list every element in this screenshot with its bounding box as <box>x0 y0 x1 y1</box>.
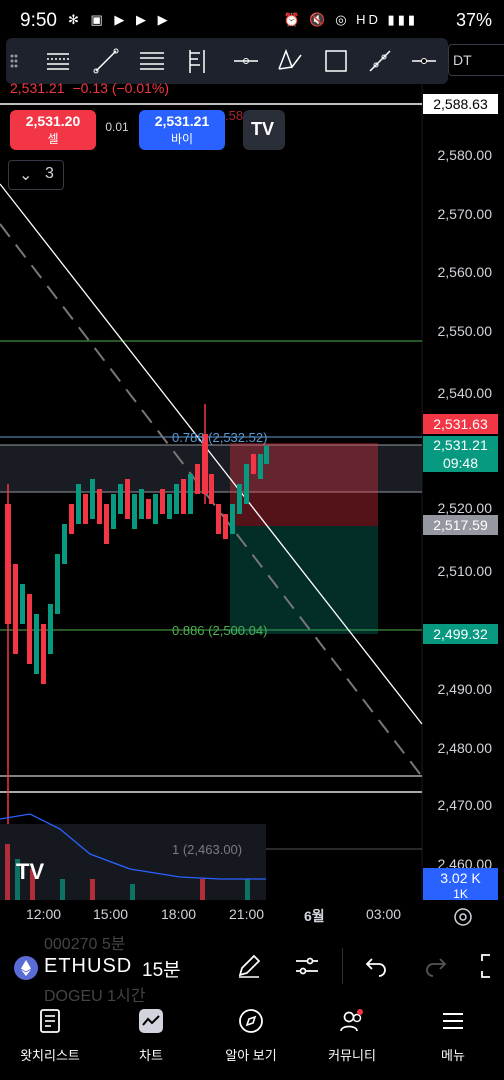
nav-watchlist[interactable]: 왓치리스트 <box>0 1002 100 1080</box>
price-tag-stop: 2,517.59 <box>423 515 498 535</box>
chart-icon <box>139 1009 163 1033</box>
price-tick: 2,470.00 <box>437 797 493 813</box>
buy-button[interactable]: 2,531.21 바이 <box>139 110 225 150</box>
nav-label: 메뉴 <box>441 1048 465 1063</box>
price-tick: 2,580.00 <box>437 147 493 163</box>
time-tick-month: 6월 <box>304 908 325 924</box>
nav-label: 커뮤니티 <box>328 1048 376 1063</box>
partial-price-label: .58 <box>225 108 244 123</box>
divider <box>342 948 343 984</box>
price-tick: 2,520.00 <box>437 500 493 516</box>
fib-retracement-icon[interactable] <box>40 42 76 80</box>
tradingview-logo: TV <box>16 859 44 884</box>
indicator-count: 3 <box>45 165 54 182</box>
indicators-icon[interactable] <box>294 953 320 979</box>
buy-label: 바이 <box>170 132 194 146</box>
bar-countdown: 09:48 <box>442 455 479 471</box>
nav-menu[interactable]: 메뉴 <box>403 1002 503 1080</box>
collapse-indicators-button[interactable]: ⌄ 3 <box>8 160 64 190</box>
horizontal-ray-icon[interactable] <box>228 42 264 80</box>
symbol-tab[interactable]: DT <box>448 44 504 76</box>
time-tick: 15:00 <box>93 906 129 922</box>
ghost-row-top: 000270 5분 <box>44 936 126 953</box>
nav-label: 알아 보기 <box>225 1048 277 1063</box>
menu-icon <box>443 1013 463 1029</box>
status-time: 9:50 <box>20 10 57 31</box>
sell-price: 2,531.20 <box>25 113 81 129</box>
price-change: −0.13 (−0.01%) <box>72 80 170 96</box>
ethereum-icon <box>14 956 38 980</box>
time-tick: 21:00 <box>229 906 265 922</box>
status-bar: 9:50 ✻ ▣ ▶ ▶ ▶ ⏰ 🔇 ◎ HD ▮▮▮ 37% <box>0 0 504 40</box>
drawing-toolbar <box>6 38 448 84</box>
sell-button[interactable]: 2,531.20 셀 <box>10 110 96 150</box>
price-tick: 2,540.00 <box>437 385 493 401</box>
xabcd-pattern-icon[interactable] <box>272 42 308 80</box>
nav-chart[interactable]: 차트 <box>101 1002 201 1080</box>
horizontal-line-icon[interactable] <box>406 42 442 80</box>
ray-icon[interactable] <box>362 42 398 80</box>
time-tick: 03:00 <box>366 906 402 922</box>
notification-icons: ✻ ▣ ▶ ▶ ▶ <box>68 12 172 27</box>
volume-bars <box>0 813 266 900</box>
chevron-down-icon: ⌄ <box>19 167 33 184</box>
price-tag-last: 2,531.21 09:48 <box>423 436 498 472</box>
ghost-row-bottom: DOGEU 1시간 <box>44 988 146 1005</box>
nav-explore[interactable]: 알아 보기 <box>201 1002 301 1080</box>
price-tag-top-level: 2,588.63 <box>423 94 498 114</box>
price-header: 2,531.21 −0.13 (−0.01%) <box>10 80 169 96</box>
volume-tag-extra: 1K <box>423 888 498 900</box>
chart-canvas[interactable]: TV <box>0 84 504 900</box>
chart-settings-icon[interactable] <box>452 906 474 928</box>
price-tag-ask: 2,531.63 <box>423 414 498 434</box>
spread-value: 0.01 <box>105 120 129 134</box>
pitchfork-icon[interactable] <box>178 42 214 80</box>
time-tick: 12:00 <box>26 906 62 922</box>
price-tick: 2,570.00 <box>437 206 493 222</box>
compass-icon <box>239 1009 263 1033</box>
position-target-zone <box>230 526 378 634</box>
fib-label-1: 1 (2,463.00) <box>172 842 243 857</box>
watchlist-icon <box>40 1009 60 1033</box>
buy-price: 2,531.21 <box>154 113 210 129</box>
time-tick: 18:00 <box>161 906 197 922</box>
last-price: 2,531.21 <box>10 80 65 96</box>
battery-level: 37% <box>455 10 492 30</box>
price-tag-target: 2,499.32 <box>423 624 498 644</box>
redo-icon[interactable] <box>424 955 448 977</box>
price-tick: 2,550.00 <box>437 323 493 339</box>
rectangle-icon[interactable] <box>318 42 354 80</box>
candles <box>5 404 269 844</box>
price-tick: 2,480.00 <box>437 740 493 756</box>
sell-label: 셀 <box>47 132 59 146</box>
nav-label: 차트 <box>139 1048 163 1063</box>
community-icon <box>340 1009 363 1032</box>
tradingview-icon: TV <box>251 119 275 139</box>
volume-tag: 3.02 K <box>423 868 498 888</box>
parallel-channel-icon[interactable] <box>134 42 170 80</box>
drag-handle-icon[interactable] <box>6 42 22 80</box>
undo-icon[interactable] <box>364 955 388 977</box>
interval-selector[interactable]: 15분 <box>142 960 181 981</box>
symbol-row: 000270 5분 DOGEU 1시간 <box>0 932 504 1005</box>
symbol-name[interactable]: ETHUSD <box>44 955 133 977</box>
system-icons: ⏰ 🔇 ◎ HD ▮▮▮ <box>283 12 418 27</box>
price-tick: 2,560.00 <box>437 264 493 280</box>
pencil-icon[interactable] <box>236 953 262 979</box>
nav-label: 왓치리스트 <box>20 1048 80 1063</box>
trend-line <box>0 183 423 725</box>
fib-label-0886: 0.886 (2,500.04) <box>172 623 268 638</box>
bottom-navigation: 왓치리스트 차트 알아 보기 커뮤니티 메뉴 <box>0 1002 504 1080</box>
last-price-tag-value: 2,531.21 <box>433 437 488 453</box>
price-tick: 2,510.00 <box>437 563 493 579</box>
tradingview-button[interactable]: TV <box>243 110 285 150</box>
price-tick: 2,490.00 <box>437 681 493 697</box>
fib-label-0786: 0.786 (2,532.52) <box>172 430 268 445</box>
nav-community[interactable]: 커뮤니티 <box>302 1002 402 1080</box>
trend-line-icon[interactable] <box>88 42 124 80</box>
fullscreen-icon[interactable] <box>480 953 504 979</box>
